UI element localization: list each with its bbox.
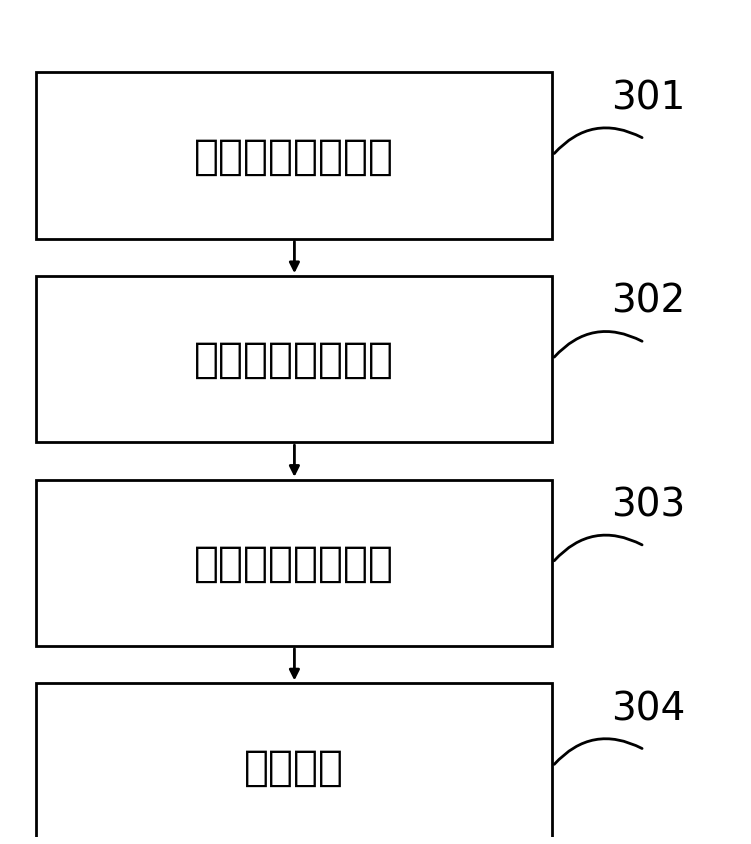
Text: 提醒单元: 提醒单元 [244, 745, 345, 787]
FancyArrowPatch shape [554, 129, 642, 154]
Text: 原始数据获取单元: 原始数据获取单元 [195, 135, 394, 177]
Text: 304: 304 [611, 690, 686, 728]
Text: 评价指标计算单元: 评价指标计算单元 [195, 338, 394, 381]
Text: 303: 303 [611, 486, 686, 524]
Bar [37, 277, 553, 443]
Bar [37, 684, 553, 844]
FancyArrowPatch shape [554, 332, 642, 358]
Text: 指标趋势确定单元: 指标趋势确定单元 [195, 542, 394, 584]
FancyArrowPatch shape [554, 535, 642, 561]
Text: 301: 301 [611, 79, 686, 117]
FancyArrowPatch shape [554, 738, 642, 765]
Text: 302: 302 [611, 283, 686, 321]
Bar [37, 480, 553, 647]
Bar [37, 73, 553, 240]
